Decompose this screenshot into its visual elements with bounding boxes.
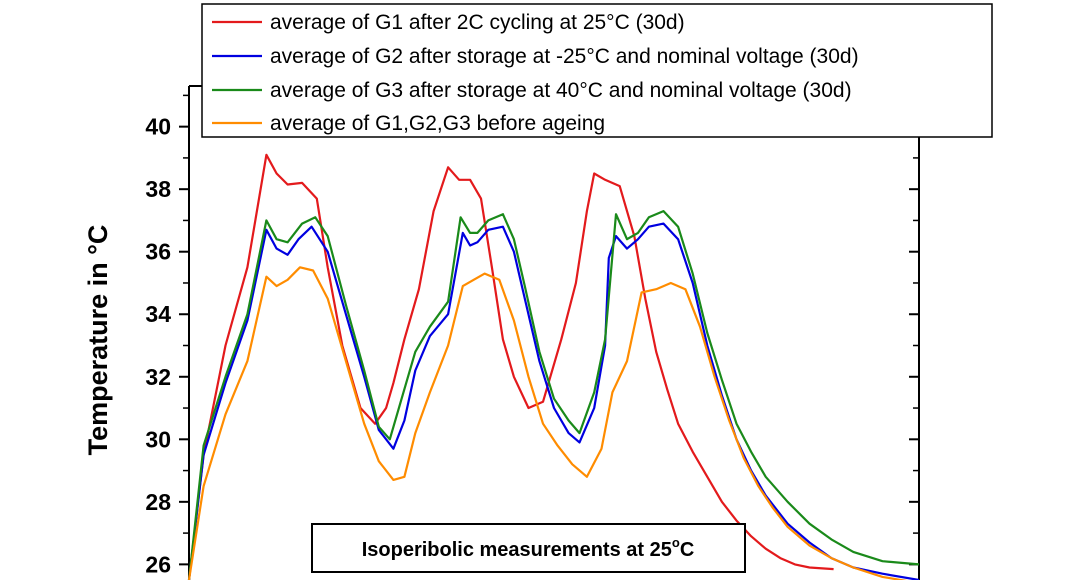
legend-label-4: average of G1,G2,G3 before ageing: [270, 112, 605, 135]
y-tick-label: 26: [145, 551, 171, 577]
series-line-3: [187, 210, 920, 580]
y-tick-label: 38: [145, 176, 171, 202]
legend-label-3: average of G3 after storage at 40°C and …: [270, 79, 852, 102]
annotation-border: [311, 523, 746, 573]
series-line-4: [187, 266, 908, 580]
annotation-text: Isoperibolic measurements at 25oC: [362, 535, 695, 561]
y-tick-label: 30: [145, 426, 171, 452]
series-line-1: [187, 153, 834, 580]
plot-frame: [188, 85, 920, 580]
legend-box: [201, 3, 993, 138]
y-axis-label: Temperature in °C: [83, 225, 113, 456]
y-tick-label: 36: [145, 239, 171, 265]
y-tick-label: 40: [145, 114, 171, 140]
y-axis-ticks: 26 28 30 32 34 36 38 40: [145, 94, 919, 577]
annotation-box: Isoperibolic measurements at 25oC: [311, 523, 746, 573]
legend-label-2: average of G2 after storage at -25°C and…: [270, 45, 859, 68]
y-tick-label: 32: [145, 364, 171, 390]
series-lines: [187, 153, 920, 580]
legend: average of G1 after 2C cycling at 25°C (…: [201, 3, 993, 138]
y-tick-label: 28: [145, 489, 171, 515]
legend-label-1: average of G1 after 2C cycling at 25°C (…: [270, 11, 685, 34]
y-tick-label: 34: [145, 301, 171, 327]
